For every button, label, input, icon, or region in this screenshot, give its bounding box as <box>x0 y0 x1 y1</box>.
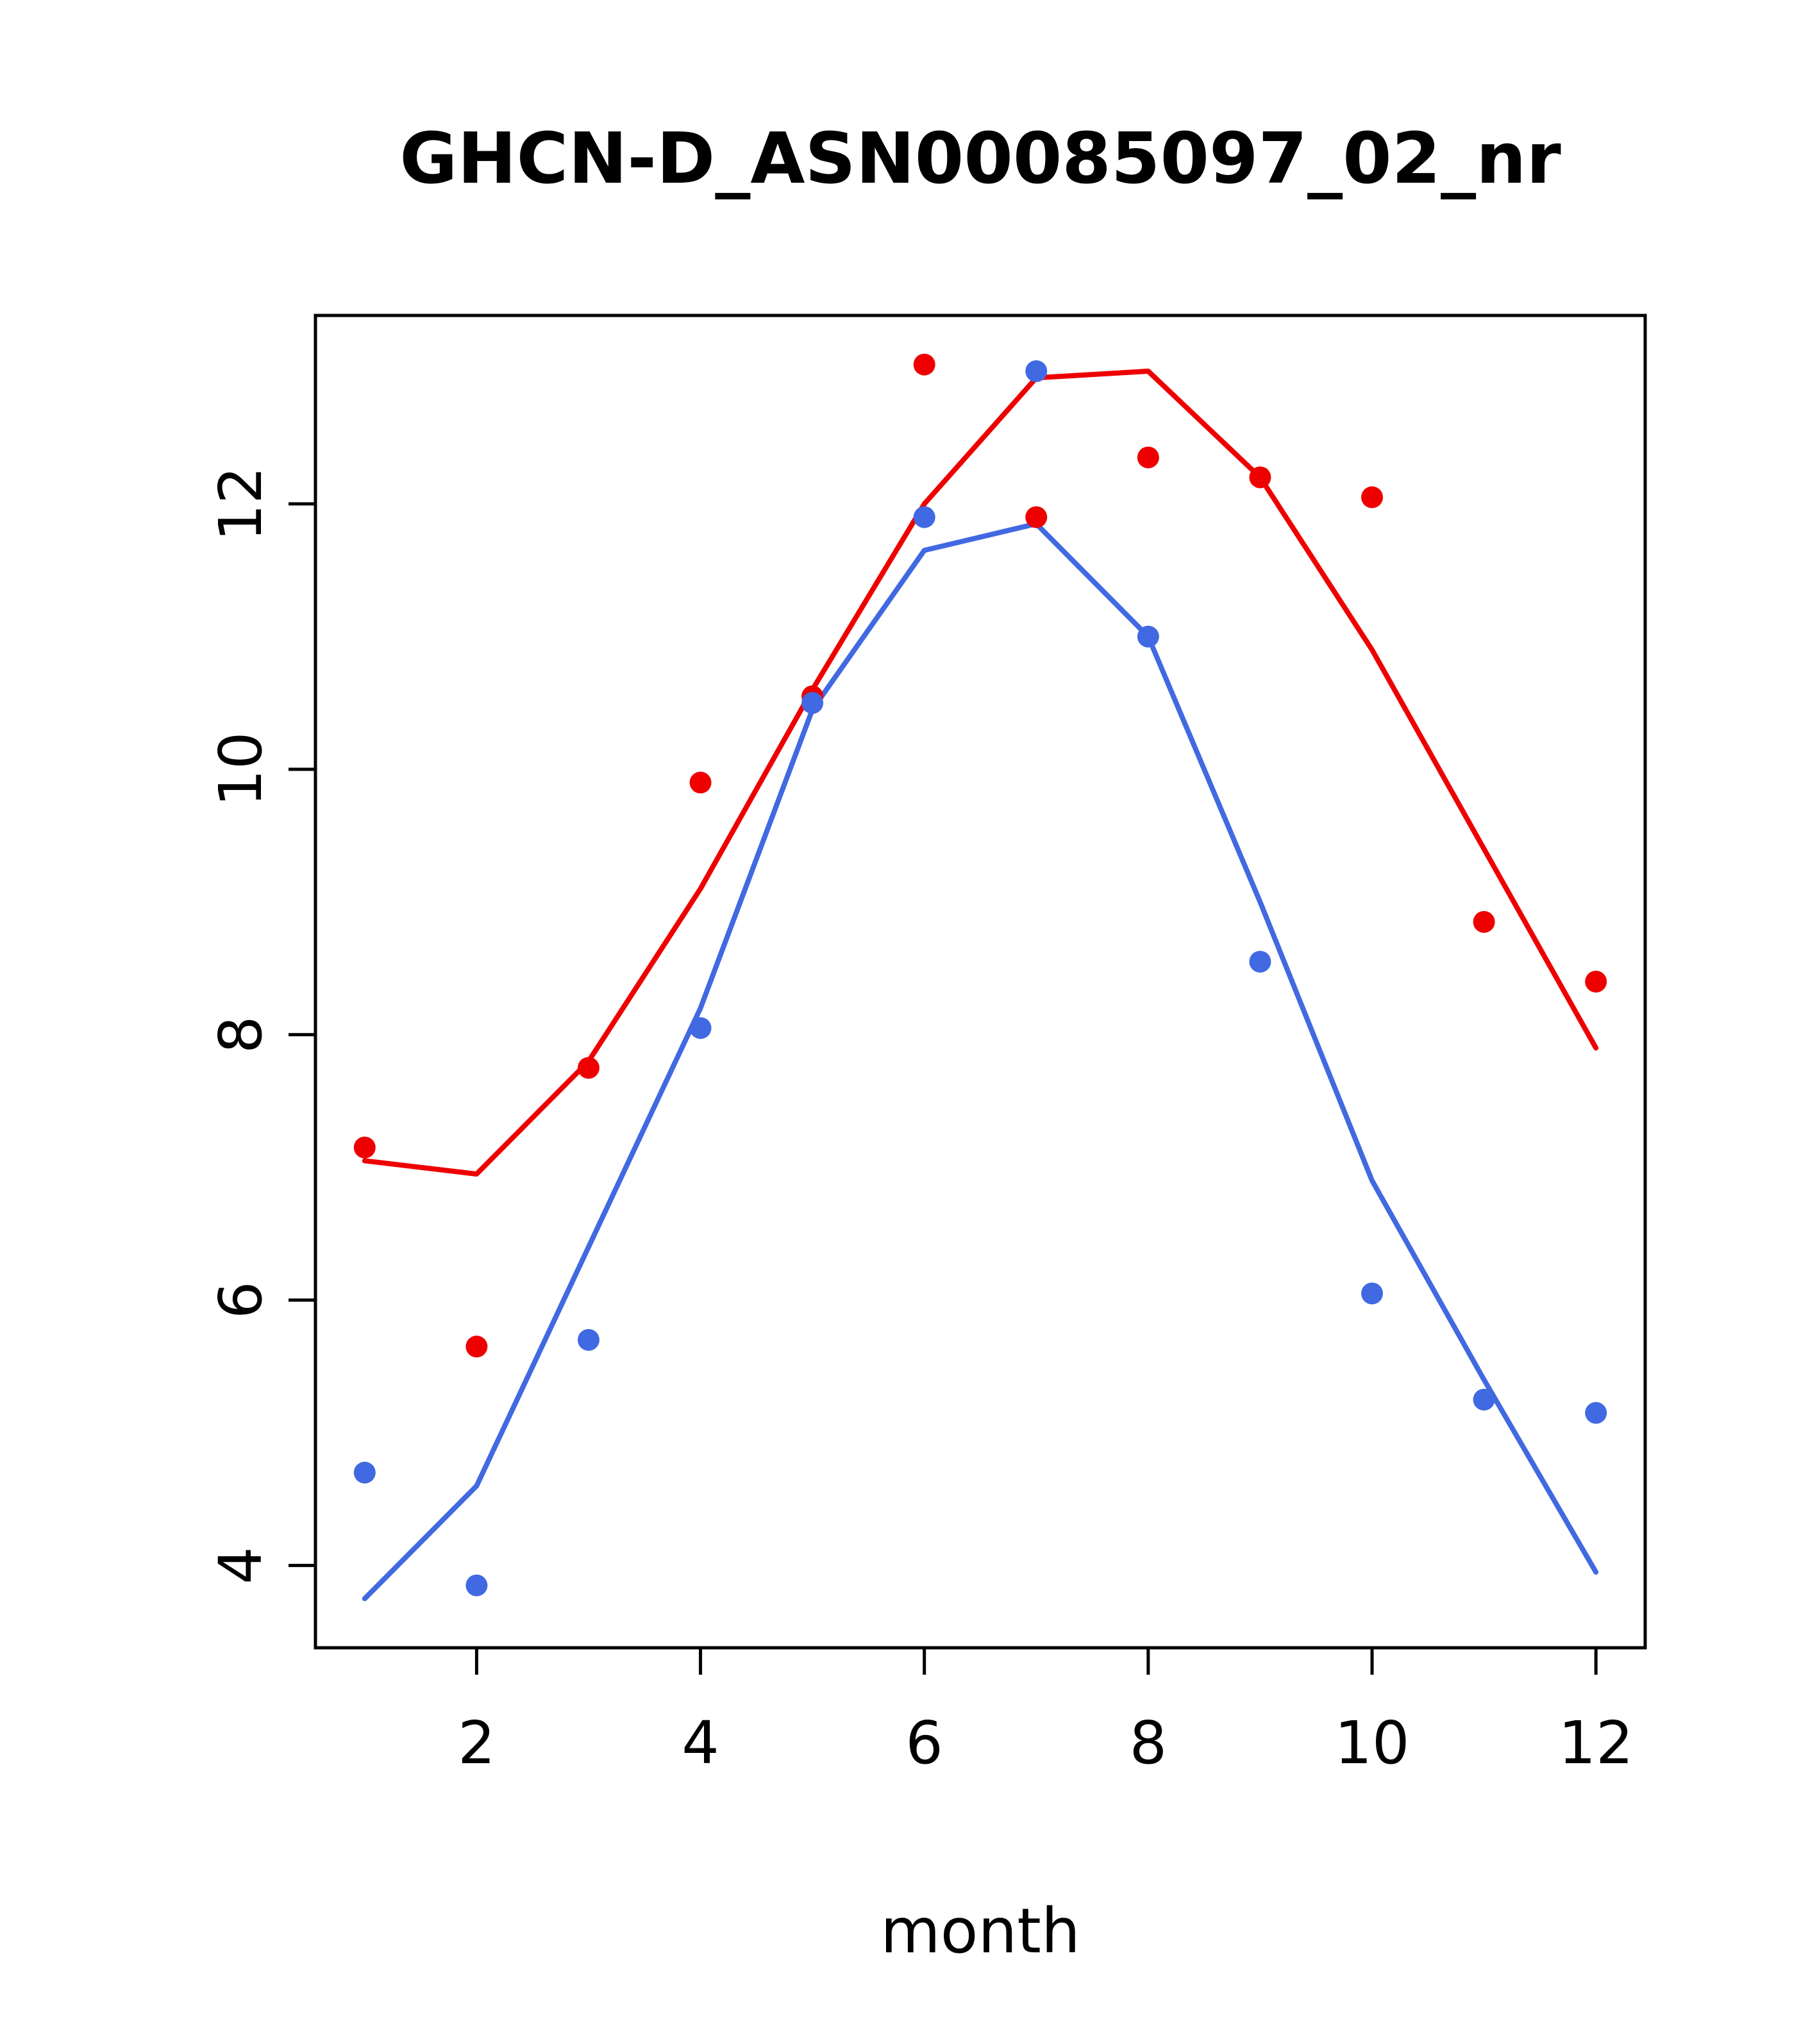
blue-point <box>465 1574 488 1596</box>
y-tick-label: 12 <box>206 466 275 541</box>
red-point <box>577 1057 599 1079</box>
plot-area: 2 4 6 8 10 12 4 6 8 10 12 <box>206 314 1647 1777</box>
red-point <box>1361 486 1384 508</box>
blue-point <box>1585 1402 1607 1424</box>
y-tick-label: 6 <box>206 1281 275 1319</box>
chart-title: GHCN-D_ASN00085097_02_nr <box>399 117 1561 199</box>
red-point <box>1585 971 1607 993</box>
blue-point <box>1361 1282 1384 1305</box>
red-point <box>1025 506 1048 528</box>
x-tick-label: 4 <box>682 1709 719 1777</box>
red-smoothed-line <box>362 368 1599 1177</box>
red-point <box>1473 910 1495 933</box>
blue-point <box>913 506 935 528</box>
blue-point <box>1137 625 1159 648</box>
red-point <box>1249 466 1271 489</box>
y-tick-label: 10 <box>206 732 275 807</box>
red-point <box>465 1336 488 1358</box>
blue-point <box>577 1328 599 1351</box>
blue-point <box>1249 950 1271 973</box>
blue-point <box>1025 360 1048 382</box>
red-point <box>353 1136 376 1159</box>
blue-point <box>353 1461 376 1484</box>
x-tick-label: 6 <box>905 1709 943 1777</box>
x-tick-label: 10 <box>1334 1709 1409 1777</box>
y-tick-label: 4 <box>206 1546 275 1584</box>
blue-smoothed-line <box>362 521 1599 1602</box>
x-tick-label: 12 <box>1559 1709 1634 1777</box>
blue-point <box>801 692 824 714</box>
red-point <box>1137 446 1159 469</box>
x-tick-label: 2 <box>458 1709 496 1777</box>
red-point <box>913 353 935 376</box>
x-axis-label: month <box>880 1895 1080 1967</box>
red-point <box>689 771 712 794</box>
plot-box <box>314 314 1647 1650</box>
x-tick-label: 8 <box>1130 1709 1168 1777</box>
y-tick-label: 8 <box>206 1016 275 1054</box>
blue-point <box>1473 1388 1495 1411</box>
blue-point <box>689 1017 712 1039</box>
